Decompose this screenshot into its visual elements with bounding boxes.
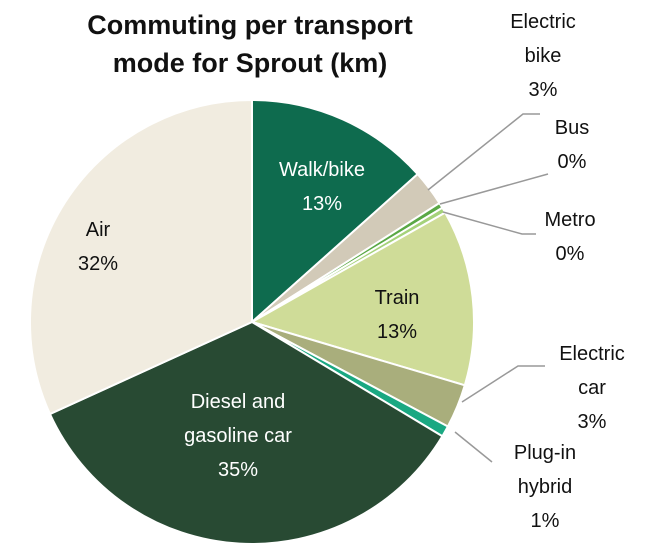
slice-label: Train 13% xyxy=(337,281,457,349)
pie-slice xyxy=(249,211,475,387)
value-label: 3% xyxy=(528,79,558,101)
chart-title: Commuting per transport mode for Sprout … xyxy=(87,10,413,78)
value-label: 13% xyxy=(376,321,418,343)
slice-label: Air 32% xyxy=(48,213,148,281)
pie-slice xyxy=(29,98,253,416)
leader-line xyxy=(439,173,549,205)
category-label: Air xyxy=(85,219,111,241)
category-label: Electric car xyxy=(559,343,625,399)
leader-line xyxy=(461,365,545,403)
slice-label: Electric car 3% xyxy=(547,337,637,439)
value-label: 13% xyxy=(301,193,343,215)
category-label: Train xyxy=(374,287,420,309)
pie-slice xyxy=(48,320,444,545)
slice-label: Diesel and gasoline car 35% xyxy=(173,385,303,487)
category-label: Walk/bike xyxy=(279,159,365,181)
value-label: 1% xyxy=(530,510,560,532)
leader-line xyxy=(442,211,536,235)
leader-line xyxy=(427,113,540,191)
slice-label: Plug-in hybrid 1% xyxy=(495,436,595,538)
value-label: 32% xyxy=(77,253,119,275)
value-label: 0% xyxy=(557,151,587,173)
category-label: Metro xyxy=(544,209,596,231)
category-label: Plug-in hybrid xyxy=(513,442,577,498)
slice-label: Walk/bike 13% xyxy=(252,153,392,221)
slice-label: Electric bike 3% xyxy=(498,5,588,107)
slice-label: Metro 0% xyxy=(530,203,610,271)
value-label: 3% xyxy=(577,411,607,433)
value-label: 35% xyxy=(217,459,259,481)
category-label: Diesel and gasoline car xyxy=(184,391,292,447)
leader-line xyxy=(454,431,493,463)
category-label: Bus xyxy=(554,117,590,139)
slice-label: Bus 0% xyxy=(542,111,602,179)
category-label: Electric bike xyxy=(510,11,576,67)
value-label: 0% xyxy=(555,243,585,265)
pie-slice xyxy=(251,98,420,325)
